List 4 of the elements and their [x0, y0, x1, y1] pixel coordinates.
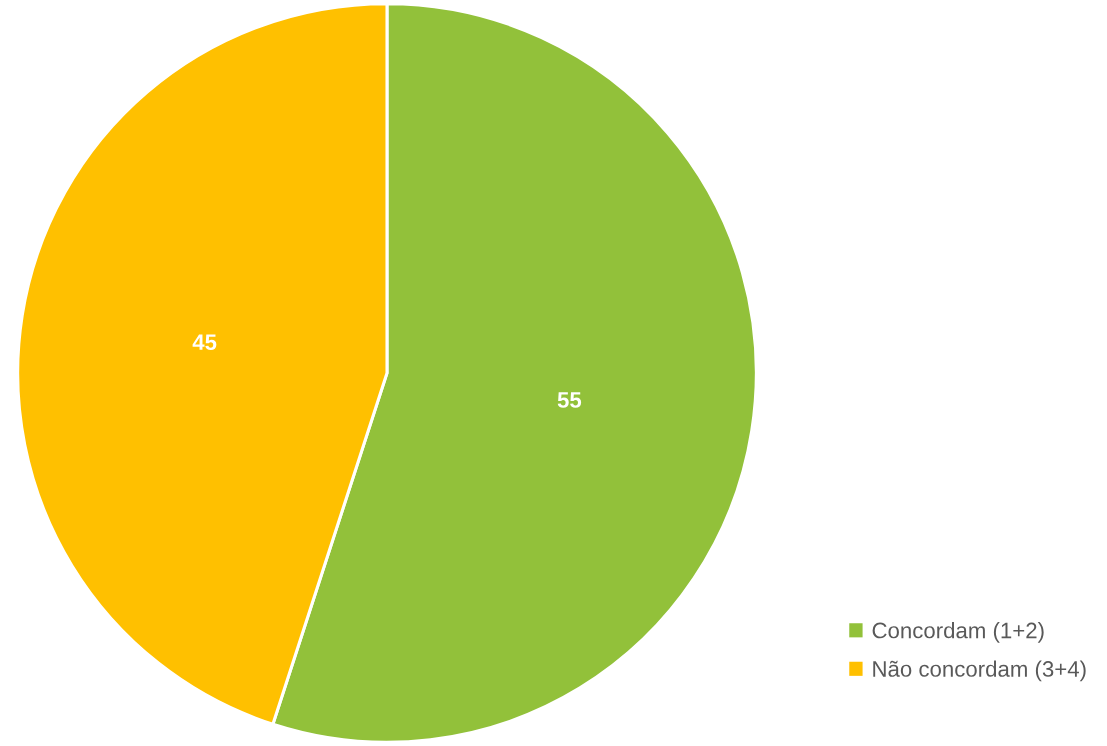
legend-label: Concordam (1+2) — [872, 622, 1044, 643]
legend-label: Não concordam (3+4) — [873, 660, 1086, 682]
data-label: 45 — [192, 334, 217, 351]
data-label: 55 — [557, 392, 582, 408]
